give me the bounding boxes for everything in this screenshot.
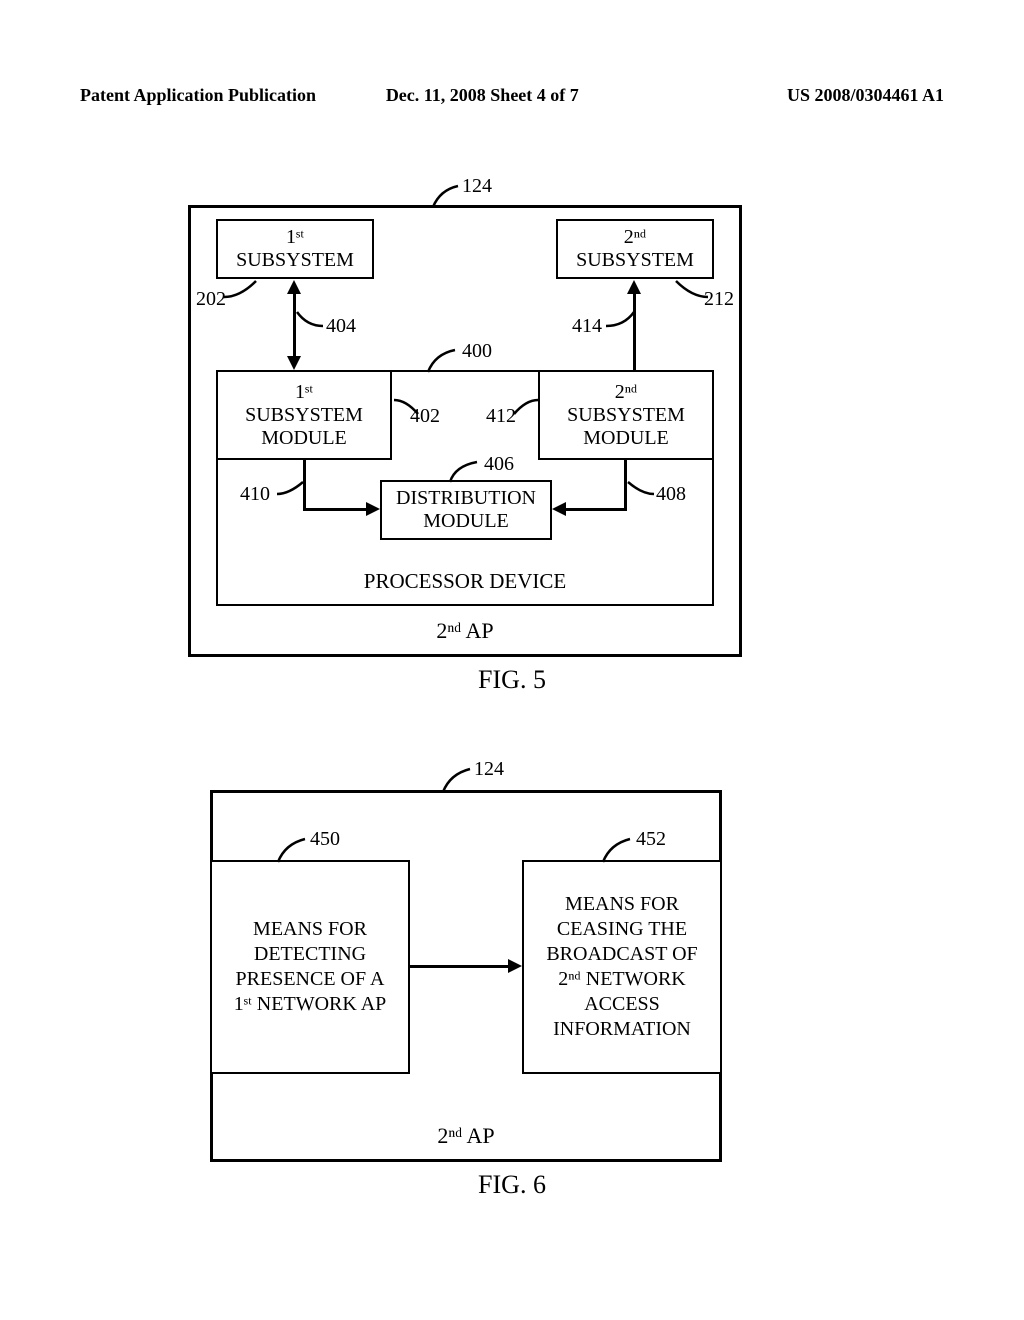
fig6-box-450: MEANS FOR DETECTING PRESENCE OF A 1ˢᵗ NE… (210, 860, 410, 1074)
fig6-arrow-h (410, 965, 510, 968)
fig5-ap-label: 2ⁿᵈ AP (436, 618, 493, 644)
fig5-module-1: 1ˢᵗ SUBSYSTEM MODULE (216, 370, 392, 460)
fig5-arrow-404-head-up (287, 280, 301, 294)
header-mid: Dec. 11, 2008 Sheet 4 of 7 (346, 85, 678, 106)
fig6-450-l4: 1ˢᵗ NETWORK AP (234, 992, 387, 1017)
header-left: Patent Application Publication (80, 85, 346, 106)
fig5-ref-202-leader (222, 279, 262, 301)
fig5-dist-l2: MODULE (423, 510, 509, 533)
fig5-mod1-l3: MODULE (261, 427, 347, 450)
fig6-ref-452: 452 (636, 828, 666, 851)
fig5-arrow-408-h (564, 508, 627, 511)
fig5-ref-400: 400 (462, 340, 492, 363)
fig6-450-l3: PRESENCE OF A (236, 967, 385, 992)
fig6-452-l3: BROADCAST OF (546, 942, 697, 967)
fig5-sub1-l2: SUBSYSTEM (236, 249, 354, 272)
fig5-ref-406: 406 (484, 453, 514, 476)
fig5-mod2-l3: MODULE (583, 427, 669, 450)
fig6-ap-label: 2ⁿᵈ AP (437, 1123, 494, 1149)
fig5-arrow-414-head (627, 280, 641, 294)
fig5-module-2: 2ⁿᵈ SUBSYSTEM MODULE (538, 370, 714, 460)
fig5-ref-406-leader (447, 458, 485, 482)
fig5-ref-202: 202 (196, 288, 226, 311)
header-right: US 2008/0304461 A1 (678, 85, 944, 106)
fig6-452-l5: ACCESS (584, 992, 660, 1017)
fig5-ref-412: 412 (486, 405, 516, 428)
fig5-ref-400-leader (425, 346, 465, 374)
fig5-ref-410: 410 (240, 483, 270, 506)
fig5-mod1-l1: 1ˢᵗ (295, 381, 313, 404)
fig5-ref-408: 408 (656, 483, 686, 506)
fig5-subsystem-1: 1ˢᵗ SUBSYSTEM (216, 219, 374, 279)
fig5-sub2-l2: SUBSYSTEM (576, 249, 694, 272)
fig5-arrow-414 (633, 292, 636, 370)
fig5-mod1-l2: SUBSYSTEM (245, 404, 363, 427)
fig6-452-l2: CEASING THE (557, 917, 687, 942)
fig5-arrow-410-head (366, 502, 380, 516)
fig6-452-l1: MEANS FOR (565, 892, 679, 917)
fig5-sub1-l1: 1ˢᵗ (286, 226, 304, 249)
fig5-ref-124: 124 (462, 175, 492, 198)
fig5-ref-408-leader (626, 480, 656, 498)
fig6-450-l1: MEANS FOR (253, 917, 367, 942)
fig5-distribution-module: DISTRIBUTION MODULE (380, 480, 552, 540)
fig5-sub2-l1: 2ⁿᵈ (624, 226, 647, 249)
fig5-mod2-l1: 2ⁿᵈ (615, 381, 638, 404)
fig5-arrow-410-h (303, 508, 367, 511)
fig6-arrow-head (508, 959, 522, 973)
fig6-ref-450: 450 (310, 828, 340, 851)
fig5-dist-l1: DISTRIBUTION (396, 487, 536, 510)
fig5-ref-410-leader (275, 480, 305, 498)
fig5-arrow-408-head (552, 502, 566, 516)
fig5-mod2-l2: SUBSYSTEM (567, 404, 685, 427)
fig5-arrow-404-head-down (287, 356, 301, 370)
fig5-ref-212: 212 (704, 288, 734, 311)
page-header: Patent Application Publication Dec. 11, … (80, 85, 944, 106)
fig6-caption: FIG. 6 (412, 1170, 612, 1200)
fig6-box-452: MEANS FOR CEASING THE BROADCAST OF 2ⁿᵈ N… (522, 860, 722, 1074)
fig5-ref-414-leader (604, 310, 636, 330)
fig6-ref-450-leader (275, 834, 315, 862)
fig6-452-l4: 2ⁿᵈ NETWORK (558, 967, 686, 992)
fig6-ref-452-leader (600, 834, 640, 862)
fig6-450-l2: DETECTING (254, 942, 366, 967)
fig5-ref-402: 402 (410, 405, 440, 428)
fig5-subsystem-2: 2ⁿᵈ SUBSYSTEM (556, 219, 714, 279)
fig5-caption: FIG. 5 (412, 665, 612, 695)
fig5-processor-label: PROCESSOR DEVICE (364, 569, 566, 594)
fig6-452-l6: INFORMATION (553, 1017, 691, 1042)
fig6-ref-124: 124 (474, 758, 504, 781)
fig5-ref-414: 414 (572, 315, 602, 338)
fig5-ref-404-leader (295, 310, 327, 330)
fig5-ref-404: 404 (326, 315, 356, 338)
